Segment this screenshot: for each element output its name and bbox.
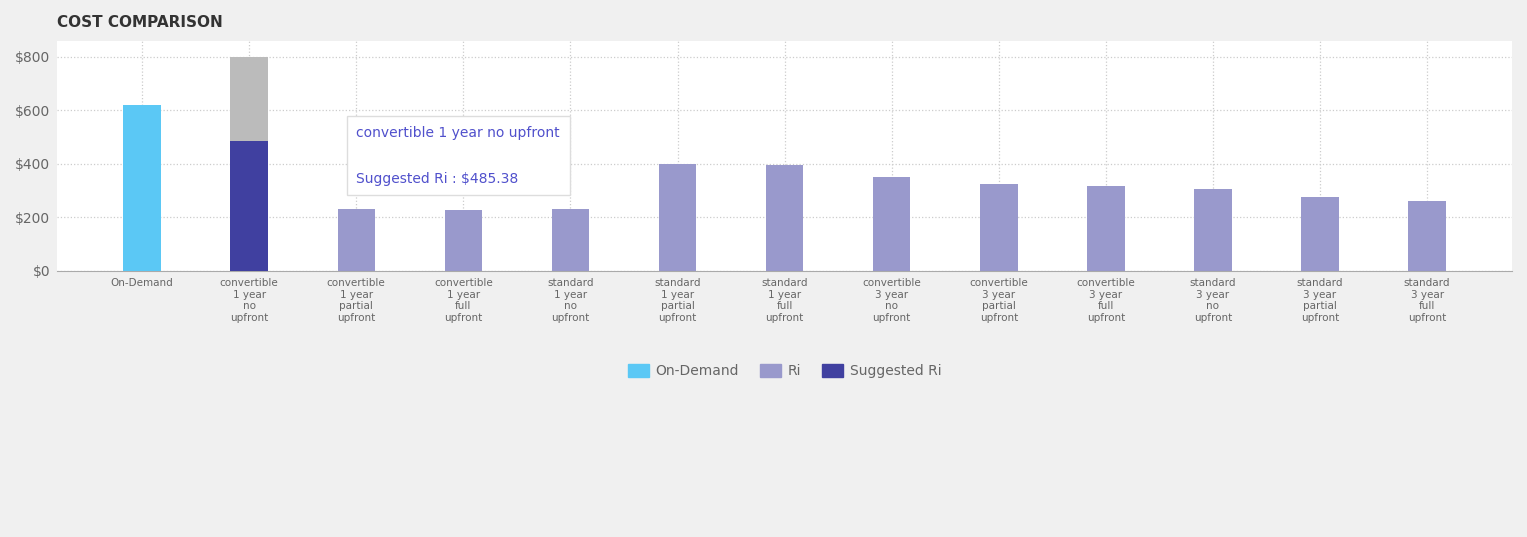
Bar xyxy=(873,177,910,271)
Bar xyxy=(551,209,589,271)
Bar xyxy=(231,57,267,271)
Bar xyxy=(658,164,696,271)
Bar xyxy=(444,210,483,271)
Bar xyxy=(1087,186,1124,271)
Bar xyxy=(1194,190,1232,271)
Bar xyxy=(980,184,1017,271)
Bar xyxy=(1408,201,1446,271)
Text: COST COMPARISON: COST COMPARISON xyxy=(56,15,223,30)
Bar xyxy=(337,209,376,271)
Legend: On-Demand, Ri, Suggested Ri: On-Demand, Ri, Suggested Ri xyxy=(621,359,947,383)
Bar xyxy=(124,105,160,271)
Bar xyxy=(767,165,803,271)
Text: convertible 1 year no upfront

Suggested Ri : $485.38: convertible 1 year no upfront Suggested … xyxy=(356,126,560,186)
Bar xyxy=(231,141,267,271)
Bar xyxy=(1301,198,1339,271)
